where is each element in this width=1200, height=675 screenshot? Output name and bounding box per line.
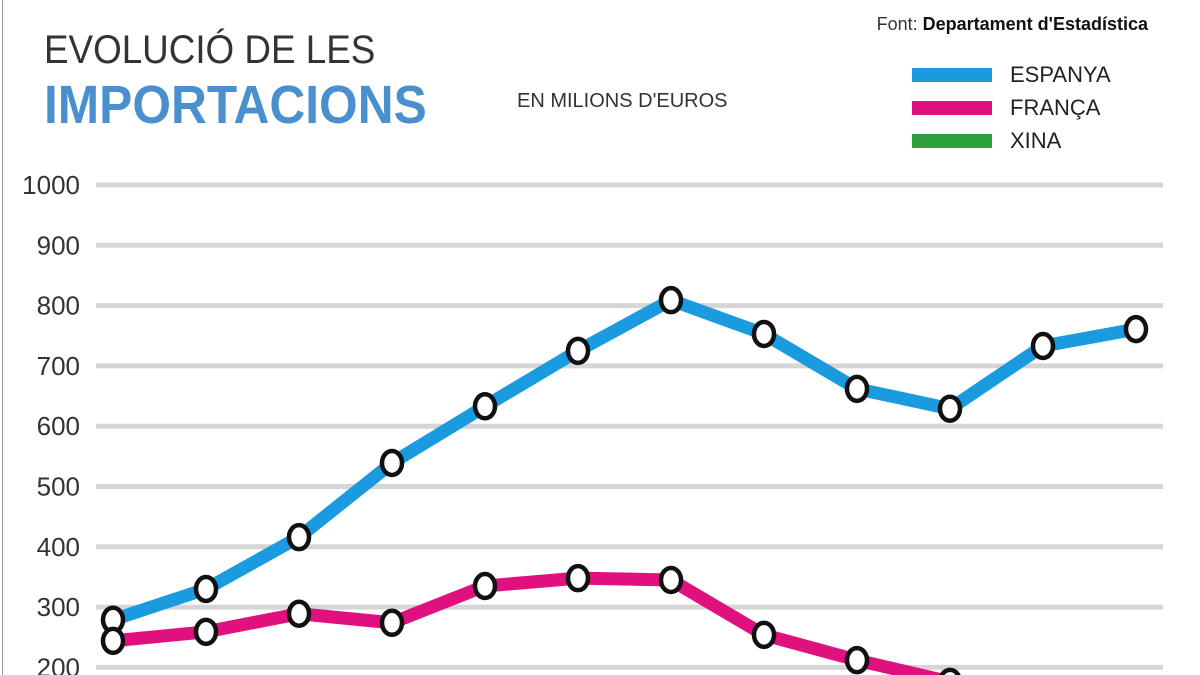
data-point — [751, 620, 777, 650]
y-tick-label: 800 — [37, 291, 80, 321]
legend-swatch — [912, 67, 992, 82]
data-point — [844, 374, 870, 404]
source-note: Font: Departament d'Estadística — [877, 14, 1148, 35]
data-point — [937, 394, 963, 423]
legend-label: ESPANYA — [1010, 61, 1111, 87]
legend-swatch — [912, 100, 992, 115]
legend-item-espanya: ESPANYA — [912, 58, 1111, 91]
y-tick-label: 600 — [37, 411, 80, 441]
y-tick-label: 900 — [37, 230, 80, 260]
chart-title-line1: EVOLUCIÓ DE LES — [44, 28, 376, 72]
data-point — [379, 448, 405, 478]
chart-unit: EN MILIONS D'EUROS — [517, 90, 728, 112]
data-point — [751, 319, 777, 349]
data-point — [193, 617, 219, 647]
frame-border — [2, 0, 3, 675]
legend-swatch — [912, 133, 992, 148]
data-point — [286, 599, 312, 628]
chart-title-line2: IMPORTACIONS — [44, 75, 427, 135]
legend-label: XINA — [1010, 127, 1062, 153]
data-point — [286, 522, 312, 552]
legend-item-franca: FRANÇA — [912, 91, 1111, 124]
data-point — [379, 608, 405, 638]
y-tick-label: 500 — [37, 472, 80, 502]
data-point — [1123, 314, 1149, 344]
legend-item-xina: XINA — [912, 124, 1111, 157]
data-point — [565, 336, 591, 366]
y-tick-label: 200 — [37, 652, 80, 675]
source-name: Departament d'Estadística — [922, 14, 1148, 34]
legend: ESPANYA FRANÇA XINA — [912, 58, 1111, 157]
data-point — [565, 563, 591, 593]
y-tick-label: 1000 — [22, 170, 80, 200]
data-point — [939, 667, 961, 675]
data-point — [193, 574, 219, 604]
series-line-espanya — [106, 293, 1143, 627]
data-point — [844, 645, 870, 675]
data-point — [658, 285, 684, 315]
legend-label: FRANÇA — [1010, 94, 1101, 120]
series-line-frança — [106, 571, 950, 675]
data-point — [658, 565, 684, 595]
source-prefix: Font: — [876, 14, 918, 34]
y-tick-label: 700 — [37, 351, 80, 381]
data-point — [472, 392, 498, 421]
data-point — [472, 571, 498, 601]
y-tick-label: 400 — [37, 532, 80, 562]
data-point — [1030, 331, 1056, 361]
data-point — [100, 626, 126, 656]
y-tick-label: 300 — [37, 592, 80, 622]
